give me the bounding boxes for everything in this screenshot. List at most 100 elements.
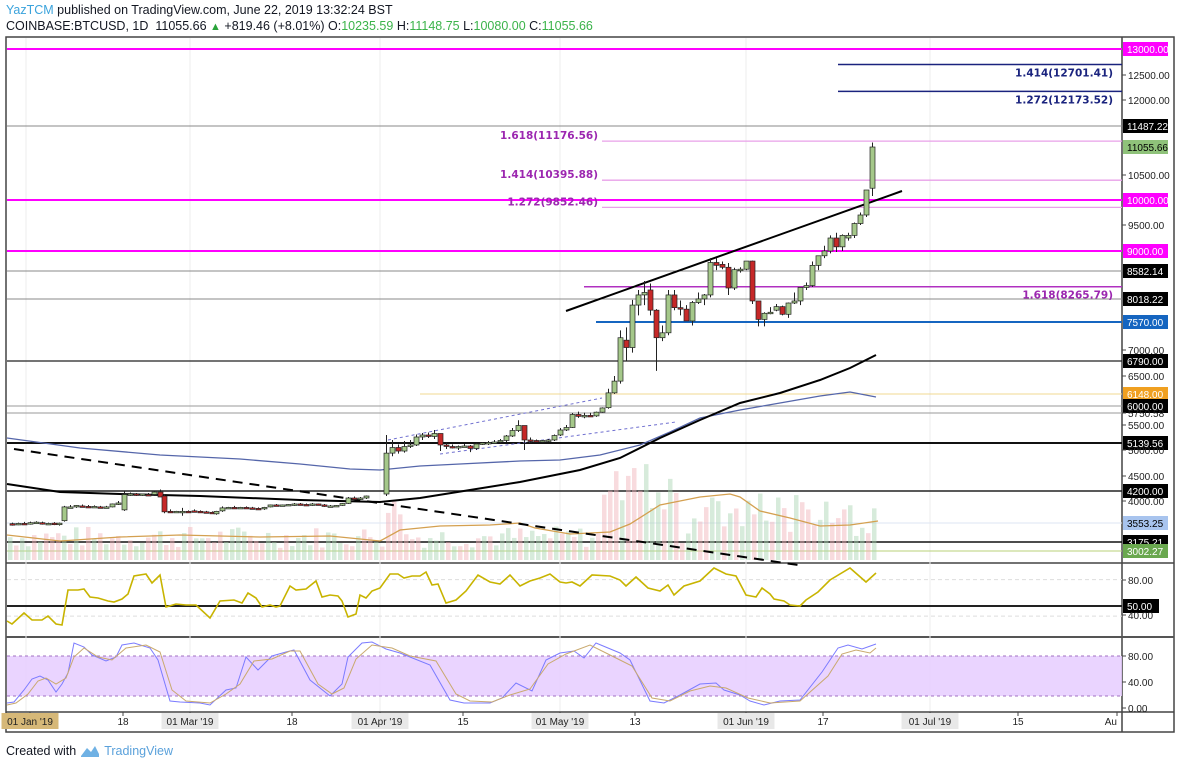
price-tick-label: 12500.00 xyxy=(1128,71,1170,82)
candle-down xyxy=(297,503,304,506)
candle-up xyxy=(225,507,232,510)
candle-up xyxy=(731,269,738,289)
time-tick-label: 18 xyxy=(117,717,129,728)
candle-down xyxy=(321,504,328,507)
volume-bar xyxy=(470,547,475,560)
volume-bar xyxy=(176,546,181,560)
candle-up xyxy=(407,444,414,447)
volume-bar xyxy=(872,508,877,560)
price-label-bg xyxy=(1123,544,1168,558)
candle-down xyxy=(755,300,762,320)
price-tick-label: 6500.00 xyxy=(1128,372,1165,383)
author-link[interactable]: YazTCM xyxy=(6,3,54,17)
volume-bar xyxy=(20,538,25,560)
candle-up xyxy=(695,298,702,303)
candle-down xyxy=(623,339,630,348)
ma-100-black-line xyxy=(6,354,877,504)
volume-bar xyxy=(248,535,253,560)
candle-down xyxy=(243,507,250,510)
price-tick-label: 5750.58 xyxy=(1128,409,1165,420)
volume-bar xyxy=(434,540,439,560)
candle-up xyxy=(103,506,110,509)
candle-up xyxy=(737,268,744,272)
volume-bar xyxy=(362,529,367,560)
candle-up xyxy=(139,493,146,496)
candles xyxy=(9,142,876,526)
volume-bar xyxy=(806,509,811,560)
candle-down xyxy=(713,262,720,266)
volume-bar xyxy=(680,543,685,560)
candle-up xyxy=(659,332,666,339)
volume-bar xyxy=(752,514,757,560)
volume-bar xyxy=(866,533,871,560)
volume-bar xyxy=(164,545,169,560)
open-label: O: xyxy=(327,19,342,33)
price-label: 8018.22 xyxy=(1127,295,1164,306)
candle-up xyxy=(803,285,810,288)
candle-up xyxy=(827,237,834,252)
volume-bar xyxy=(812,525,817,560)
candle-down xyxy=(719,264,726,268)
tradingview-brand-link[interactable]: TradingView xyxy=(104,744,173,758)
volume-bar xyxy=(350,546,355,560)
volume-bar xyxy=(590,537,595,560)
candle-up xyxy=(563,427,570,431)
candle-up xyxy=(863,189,870,216)
time-label-bg xyxy=(1,713,59,729)
volume-bar xyxy=(128,540,133,560)
candle-down xyxy=(587,415,594,418)
candle-down xyxy=(443,444,450,447)
candle-up xyxy=(261,507,268,510)
candle-down xyxy=(39,522,46,525)
volume-bar xyxy=(638,490,643,560)
candle-up xyxy=(569,414,576,428)
volume-bar xyxy=(290,546,295,560)
price-label: 11487.22 xyxy=(1127,122,1168,133)
stoch-tick-label: 0.00 xyxy=(1128,704,1148,715)
price-label-bg xyxy=(1123,244,1168,258)
candle-up xyxy=(707,262,714,296)
volume-bar xyxy=(314,528,319,560)
candle-down xyxy=(203,511,210,514)
volume-bar xyxy=(8,537,13,560)
stoch-k-line xyxy=(6,641,877,706)
candle-up xyxy=(357,497,364,500)
volume-bar xyxy=(524,537,529,560)
candle-down xyxy=(191,510,198,513)
candle-down xyxy=(647,289,654,311)
time-tick-label: 01 Mar '19 xyxy=(167,717,214,728)
candle-up xyxy=(539,440,546,443)
volume-bar xyxy=(782,508,787,560)
volume-bar xyxy=(854,535,859,560)
time-tick-label: 17 xyxy=(817,717,829,728)
candle-down xyxy=(449,446,456,449)
volume-bar xyxy=(368,537,373,560)
candle-down xyxy=(533,440,540,443)
candle-up xyxy=(213,510,220,515)
candle-up xyxy=(629,304,636,348)
volume-bar xyxy=(356,536,361,560)
price-change: +819.46 (+8.01%) xyxy=(224,19,325,33)
chart-canvas[interactable]: 1.414(12701.41) 1.272(12173.52) 1.618(1117… xyxy=(0,0,1180,740)
stoch-d-line xyxy=(6,644,877,706)
price-label-bg xyxy=(1123,387,1168,401)
volume-bar xyxy=(326,532,331,560)
candle-down xyxy=(145,494,152,497)
volume-bar xyxy=(446,542,451,560)
volume-bar xyxy=(602,494,607,560)
candle-up xyxy=(665,294,672,334)
volume-bar xyxy=(722,526,727,560)
volume-bar xyxy=(140,542,145,560)
rsi-label-bg xyxy=(1123,599,1159,613)
volume-bar xyxy=(338,542,343,560)
price-label-bg xyxy=(1123,484,1168,498)
volume-bar xyxy=(284,535,289,560)
volume-bar xyxy=(110,538,115,560)
symbol-label: COINBASE:BTCUSD, 1D xyxy=(6,19,149,33)
volume-bar xyxy=(692,518,697,560)
fib-label: 1.618(11176.56) xyxy=(500,130,598,142)
footer: Created with TradingView xyxy=(6,744,173,758)
candle-up xyxy=(67,506,74,509)
volume-bar xyxy=(278,547,283,560)
candle-up xyxy=(611,380,618,394)
